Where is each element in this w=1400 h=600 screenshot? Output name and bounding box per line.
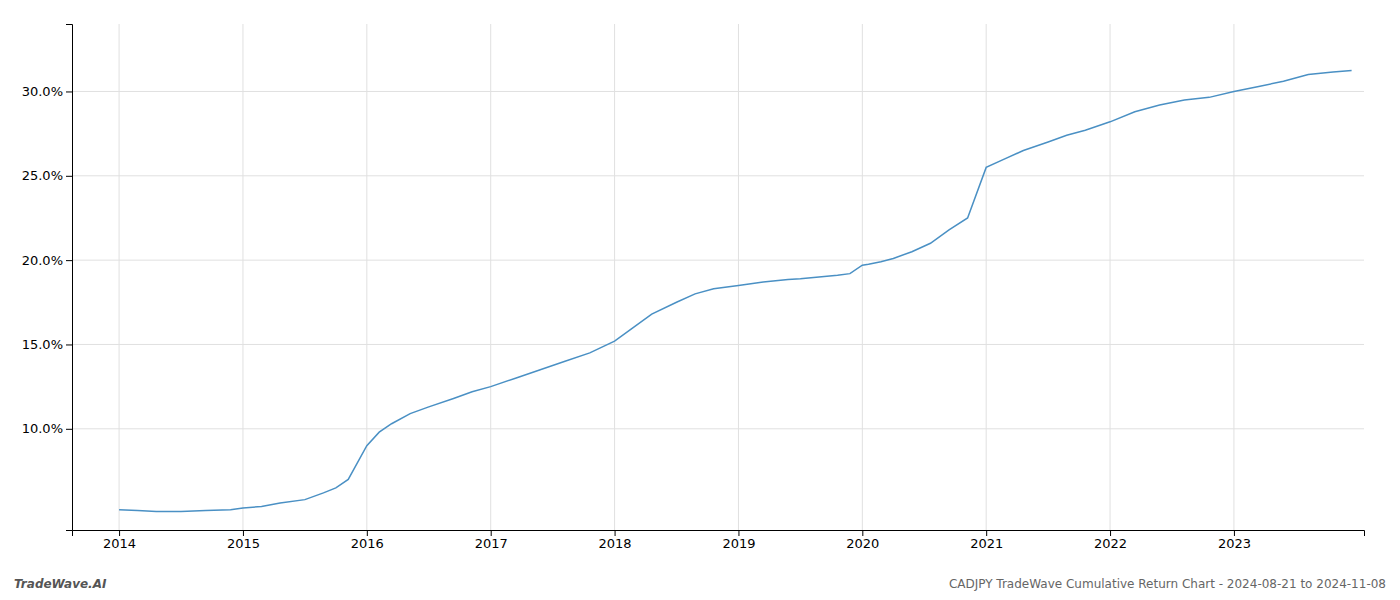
y-tick-label: 30.0% bbox=[22, 84, 63, 99]
x-tick-mark bbox=[615, 530, 616, 536]
y-tick-mark bbox=[66, 91, 72, 92]
grid-line-y bbox=[72, 260, 1364, 261]
x-tick-label: 2015 bbox=[227, 536, 260, 551]
grid-line-y bbox=[72, 344, 1364, 345]
chart: 2014 2015 2016 2017 2018 2019 2020 2021 2022 2023… bbox=[0, 0, 1400, 600]
y-tick-label: 15.0% bbox=[22, 337, 63, 352]
x-tick: 2015 bbox=[227, 530, 260, 551]
x-tick-label: 2019 bbox=[722, 536, 755, 551]
x-tick-label: 2023 bbox=[1218, 536, 1251, 551]
x-tick-mark bbox=[367, 530, 368, 536]
y-tick: 25.0% bbox=[22, 168, 72, 183]
y-tick-mark bbox=[66, 429, 72, 430]
x-tick: 2021 bbox=[970, 530, 1003, 551]
grid-line-y bbox=[72, 428, 1364, 429]
y-tick-label: 20.0% bbox=[22, 253, 63, 268]
x-tick-label: 2018 bbox=[599, 536, 632, 551]
x-tick: 2019 bbox=[722, 530, 755, 551]
grid-line-x bbox=[1233, 24, 1234, 530]
grid-line-x bbox=[366, 24, 367, 530]
grid-line-x bbox=[119, 24, 120, 530]
y-tick-mark bbox=[66, 176, 72, 177]
line bbox=[119, 70, 1352, 511]
title: CADJPY TradeWave Cumulative Return Chart… bbox=[949, 577, 1386, 591]
x-tick-label: 2022 bbox=[1094, 536, 1127, 551]
x-tick: 2018 bbox=[599, 530, 632, 551]
x-axis-line bbox=[73, 531, 1365, 537]
x-tick-mark bbox=[862, 530, 863, 536]
x-tick: 2014 bbox=[103, 530, 136, 551]
grid-line-x bbox=[862, 24, 863, 530]
grid-line-x bbox=[1110, 24, 1111, 530]
grid-line-y bbox=[72, 91, 1364, 92]
grid-line-y bbox=[72, 175, 1364, 176]
y-tick-label: 25.0% bbox=[22, 168, 63, 183]
grid-line-x bbox=[614, 24, 615, 530]
y-tick: 10.0% bbox=[22, 421, 72, 436]
watermark: TradeWave.AI bbox=[14, 577, 107, 591]
x-tick: 2022 bbox=[1094, 530, 1127, 551]
x-tick-label: 2017 bbox=[475, 536, 508, 551]
y-tick-label: 10.0% bbox=[22, 421, 63, 436]
x-tick: 2017 bbox=[475, 530, 508, 551]
plot-area: 2014 2015 2016 2017 2018 2019 2020 2021 2022 2023… bbox=[22, 24, 1365, 551]
y-tick: 30.0% bbox=[22, 84, 72, 99]
grid-line-x bbox=[986, 24, 987, 530]
x-tick-label: 2016 bbox=[351, 536, 384, 551]
y-tick-mark bbox=[66, 260, 72, 261]
x-tick-mark bbox=[119, 530, 120, 536]
x-tick: 2016 bbox=[351, 530, 384, 551]
x-tick-mark bbox=[1234, 530, 1235, 536]
grid bbox=[72, 24, 1364, 530]
grid-line-x bbox=[490, 24, 491, 530]
x-tick-label: 2021 bbox=[970, 536, 1003, 551]
y-axis: 10.0% 15.0% 20.0% 25.0% 30.0% bbox=[22, 25, 73, 531]
y-axis-line bbox=[66, 25, 73, 531]
x-tick-label: 2020 bbox=[846, 536, 879, 551]
x-tick: 2023 bbox=[1218, 530, 1251, 551]
x-tick-mark bbox=[986, 530, 987, 536]
x-tick-mark bbox=[491, 530, 492, 536]
x-tick: 2020 bbox=[846, 530, 879, 551]
x-tick-label: 2014 bbox=[103, 536, 136, 551]
x-tick-mark bbox=[1110, 530, 1111, 536]
y-tick: 15.0% bbox=[22, 337, 72, 352]
series bbox=[119, 70, 1352, 511]
x-tick-mark bbox=[738, 530, 739, 536]
x-axis: 2014 2015 2016 2017 2018 2019 2020 2021 2022 2023 bbox=[73, 530, 1365, 551]
x-tick-mark bbox=[243, 530, 244, 536]
grid-line-x bbox=[738, 24, 739, 530]
y-tick-mark bbox=[66, 344, 72, 345]
y-tick: 20.0% bbox=[22, 253, 72, 268]
grid-line-x bbox=[242, 24, 243, 530]
